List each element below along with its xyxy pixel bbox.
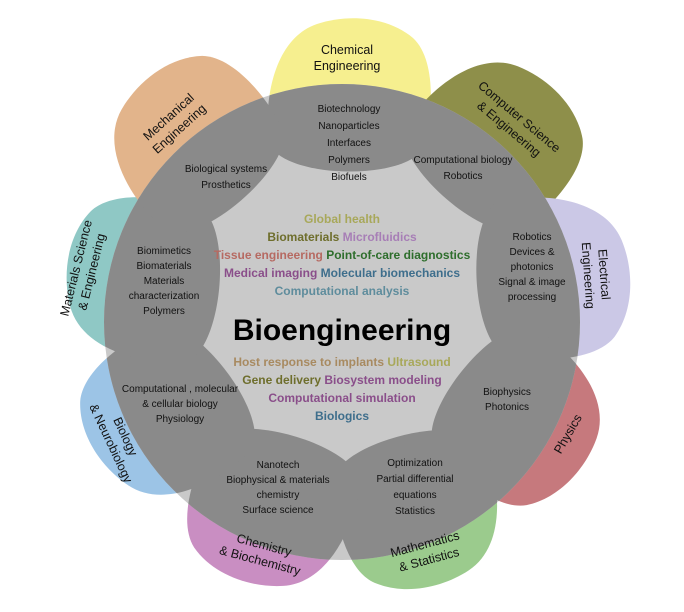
overlap-biology-line: Physiology bbox=[156, 414, 204, 425]
overlap-chemistry-line: Surface science bbox=[242, 505, 314, 516]
overlap-chemical-line: Interfaces bbox=[327, 138, 371, 149]
overlap-materials-line: characterization bbox=[129, 291, 200, 302]
overlap-math-line: Statistics bbox=[395, 506, 435, 517]
overlap-chemical-line: Biofuels bbox=[331, 172, 367, 183]
overlap-biology-line: Computational , molecular bbox=[122, 384, 239, 395]
overlap-electrical bbox=[476, 197, 580, 360]
overlap-text-mechanical: Biological systems Prosthetics bbox=[185, 164, 267, 191]
overlap-text-math: Optimization Partial differential equation… bbox=[376, 458, 453, 517]
overlap-physics-line: Biophysics bbox=[483, 387, 531, 398]
overlap-text-computer: Computational biology Robotics bbox=[414, 155, 513, 182]
overlap-chemistry-line: chemistry bbox=[257, 490, 300, 501]
topics_upper-row: Biomaterials Microfluidics bbox=[267, 230, 417, 244]
overlap-math-line: equations bbox=[393, 490, 436, 501]
label-electrical-line: Electrical bbox=[595, 249, 613, 301]
topics_lower-row: Biologics bbox=[315, 409, 369, 423]
topics_lower-row: Computational simulation bbox=[268, 391, 415, 405]
label-chemical-line: Engineering bbox=[314, 59, 381, 73]
topics_upper-row: Global health bbox=[304, 212, 380, 226]
topic-item: Computational analysis bbox=[275, 284, 410, 298]
overlap-materials-line: Polymers bbox=[143, 306, 185, 317]
topic-item: Biologics bbox=[315, 409, 369, 423]
overlap-chemical-line: Biotechnology bbox=[318, 104, 381, 115]
label-chemical: Chemical Engineering bbox=[314, 43, 381, 73]
label-chemical-line: Chemical bbox=[321, 43, 373, 57]
topics_upper-row: Medical imaging Molecular biomechanics bbox=[224, 266, 460, 280]
overlap-materials-line: Biomaterials bbox=[136, 261, 191, 272]
overlap-text-electrical: Robotics Devices & photonics Signal & image… bbox=[498, 232, 566, 303]
overlap-chemical bbox=[267, 84, 431, 172]
overlap-materials-line: Biomimetics bbox=[137, 246, 191, 257]
overlap-materials-line: Materials bbox=[144, 276, 185, 287]
topic-item: Host response to implants bbox=[233, 355, 384, 369]
overlap-text-biology: Computational , molecular & cellular biol… bbox=[122, 384, 239, 425]
overlap-electrical-line: photonics bbox=[511, 262, 554, 273]
overlap-computer-line: Robotics bbox=[444, 171, 483, 182]
topic-item: Ultrasound bbox=[384, 355, 451, 369]
overlap-electrical-line: Devices & bbox=[509, 247, 554, 258]
topic-item: Biomaterials bbox=[267, 230, 339, 244]
topics_upper-row: Computational analysis bbox=[275, 284, 410, 298]
overlap-physics-line: Photonics bbox=[485, 402, 529, 413]
overlap-math-line: Partial differential bbox=[376, 474, 453, 485]
overlap-mechanical-line: Biological systems bbox=[185, 164, 267, 175]
overlap-biology-line: & cellular biology bbox=[142, 399, 218, 410]
overlap-text-chemical: Biotechnology Nanoparticles Interfaces Poly… bbox=[318, 104, 381, 183]
overlap-chemistry-line: Nanotech bbox=[257, 460, 300, 471]
label-electrical: ElectricalEngineering bbox=[579, 241, 614, 310]
topic-item: Biosystem modeling bbox=[321, 373, 442, 387]
page-title: Bioengineering bbox=[233, 314, 451, 347]
overlap-math-line: Optimization bbox=[387, 458, 443, 469]
topic-item: Point-of-care diagnostics bbox=[323, 248, 471, 262]
label-electrical-line: Engineering bbox=[579, 242, 598, 310]
topics_lower-row: Gene delivery Biosystem modeling bbox=[242, 373, 441, 387]
overlap-text-chemistry: Nanotech Biophysical & materials chemistry… bbox=[226, 460, 329, 516]
topics_lower-row: Host response to implants Ultrasound bbox=[233, 355, 450, 369]
overlap-electrical-line: processing bbox=[508, 292, 556, 303]
overlap-text-materials: Biomimetics Biomaterials Materials characte… bbox=[129, 246, 200, 317]
overlap-chemical-line: Polymers bbox=[328, 155, 370, 166]
overlap-chemistry-line: Biophysical & materials bbox=[226, 475, 329, 486]
topic-item: Tissue engineering bbox=[214, 248, 323, 262]
topic-item: Computational simulation bbox=[268, 391, 415, 405]
overlap-chemical-line: Nanoparticles bbox=[318, 121, 379, 132]
overlap-mechanical-line: Prosthetics bbox=[201, 180, 250, 191]
topic-item: Microfluidics bbox=[339, 230, 417, 244]
topic-item: Global health bbox=[304, 212, 380, 226]
overlap-electrical-line: Signal & image bbox=[498, 277, 566, 288]
topic-item: Gene delivery bbox=[242, 373, 321, 387]
topics_upper-row: Tissue engineering Point-of-care diagnos… bbox=[214, 248, 471, 262]
overlap-text-physics: Biophysics Photonics bbox=[483, 387, 531, 413]
overlap-electrical-line: Robotics bbox=[513, 232, 552, 243]
overlap-computer-line: Computational biology bbox=[414, 155, 513, 166]
topic-item: Molecular biomechanics bbox=[317, 266, 460, 280]
topic-item: Medical imaging bbox=[224, 266, 317, 280]
